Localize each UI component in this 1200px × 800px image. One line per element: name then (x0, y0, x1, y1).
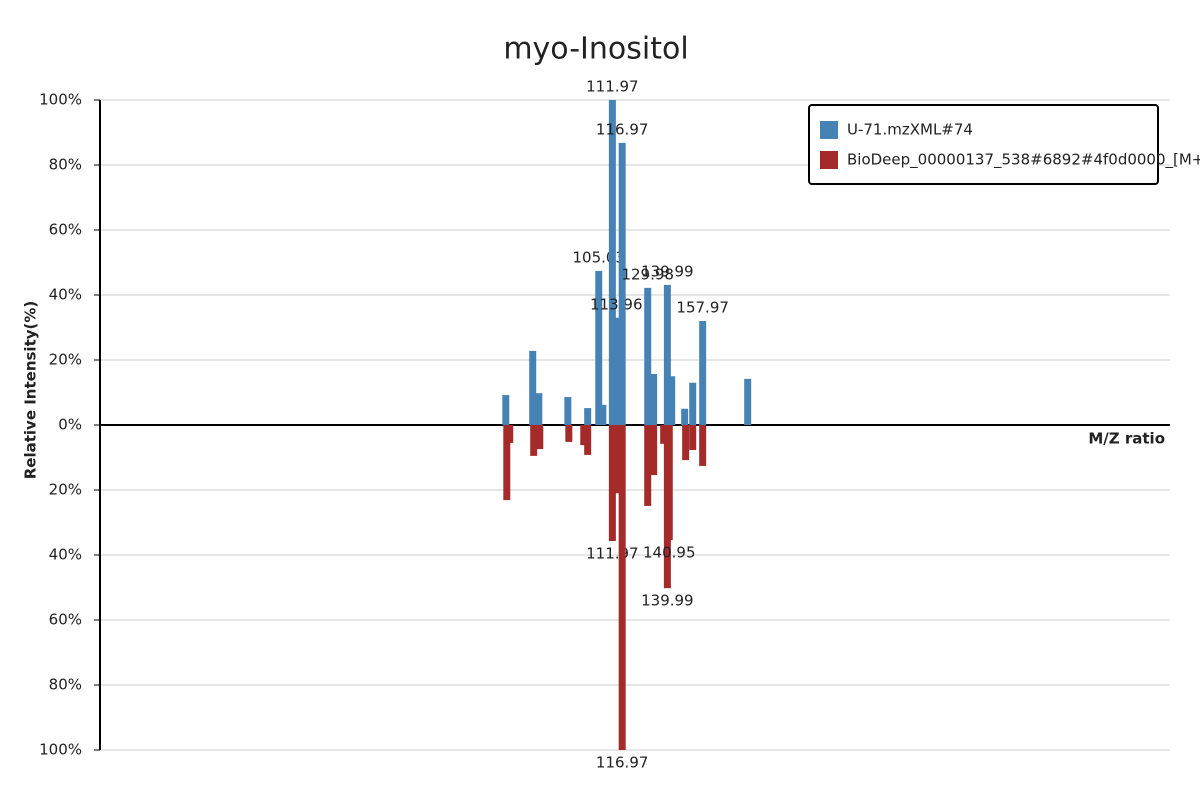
bar (503, 425, 511, 501)
peak-label: 129.98 (621, 265, 674, 283)
bar (536, 425, 544, 450)
peak-label: 157.97 (676, 299, 729, 317)
bar (644, 425, 652, 506)
y-tick-label: 80% (49, 676, 82, 694)
y-tick-label: 60% (49, 611, 82, 629)
legend-label: U-71.mzXML#74 (847, 121, 973, 139)
y-tick-label: 40% (49, 286, 82, 304)
peak-label: 139.99 (641, 592, 694, 610)
bar (529, 350, 537, 425)
bar (644, 287, 652, 425)
y-tick-label: 80% (49, 156, 82, 174)
y-tick-label: 40% (49, 546, 82, 564)
bar (535, 393, 543, 425)
peak-label: 139.99 (641, 262, 694, 280)
bar (608, 100, 616, 425)
bar (599, 404, 607, 425)
peak-label: 116.97 (596, 120, 649, 138)
bar (699, 321, 707, 425)
y-tick-label: 60% (49, 221, 82, 239)
bar (530, 425, 538, 456)
legend-swatch (820, 151, 838, 169)
y-tick-label: 100% (39, 91, 82, 109)
y-tick-label: 100% (39, 741, 82, 759)
bar (744, 378, 752, 425)
bar (650, 425, 658, 476)
legend-swatch (820, 121, 838, 139)
peak-label: 116.97 (596, 754, 649, 772)
bar (699, 425, 707, 466)
bar (580, 425, 588, 446)
bar (663, 284, 671, 425)
bar (668, 376, 676, 425)
bar (681, 408, 689, 425)
y-axis-title: Relative Intensity(%) (22, 301, 40, 480)
peak-label: 105.03 (572, 248, 625, 266)
legend-box (808, 104, 1159, 185)
bar (614, 425, 622, 494)
bar (689, 382, 697, 425)
peak-label: 111.97 (586, 78, 639, 96)
bar (584, 408, 592, 425)
peak-label: 113.96 (590, 295, 643, 313)
bar (689, 425, 697, 451)
bar (618, 142, 626, 425)
legend-label: BioDeep_00000137_538#6892#4f0d0000_[M+H (847, 151, 1200, 170)
y-tick-label: 0% (58, 416, 82, 434)
bar (650, 373, 658, 425)
x-axis-title: M/Z ratio (1088, 430, 1165, 448)
bar (665, 425, 673, 541)
bar (506, 425, 514, 443)
bar (612, 317, 620, 425)
bar (595, 270, 603, 425)
peak-label: 140.95 (643, 544, 696, 562)
bar (564, 397, 572, 425)
bar (565, 425, 573, 442)
bar (584, 425, 592, 455)
y-tick-label: 20% (49, 351, 82, 369)
bar (502, 395, 510, 425)
chart-title: myo-Inositol (503, 32, 688, 67)
peak-label: 111.97 (586, 545, 639, 563)
bar (608, 425, 616, 542)
bar (682, 425, 690, 461)
bar (660, 425, 668, 444)
y-tick-label: 20% (49, 481, 82, 499)
bar (618, 425, 626, 750)
